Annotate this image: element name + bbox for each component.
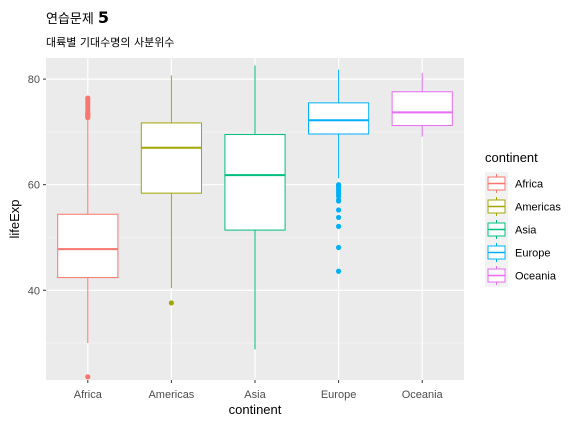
chart-title-number: 5 bbox=[97, 8, 109, 27]
box-africa bbox=[57, 213, 119, 279]
chart-title: 연습문제 5 bbox=[46, 8, 109, 27]
x-tick-label: Oceania bbox=[402, 389, 444, 401]
legend-label-europe: Europe bbox=[515, 248, 550, 260]
x-tick-label: Europe bbox=[321, 389, 356, 401]
outlier-europe bbox=[336, 207, 342, 213]
legend-label-americas: Americas bbox=[515, 202, 561, 214]
y-tick-label: 60 bbox=[28, 180, 40, 192]
outlier-europe bbox=[336, 197, 342, 203]
y-tick-label: 40 bbox=[28, 285, 40, 297]
legend: continent Africa Americas Asia Europe Oceani… bbox=[485, 150, 561, 287]
chart-subtitle: 대륙별 기대수명의 사분위수 bbox=[46, 36, 175, 49]
box-oceania bbox=[391, 91, 453, 127]
outlier-europe bbox=[336, 223, 342, 229]
outlier-americas bbox=[168, 300, 174, 306]
x-axis-label: continent bbox=[229, 402, 282, 417]
outlier-africa bbox=[85, 374, 91, 380]
chart-title-text: 연습문제 bbox=[46, 12, 94, 27]
outlier-europe bbox=[336, 268, 342, 274]
box-americas bbox=[140, 122, 202, 194]
legend-title: continent bbox=[485, 150, 538, 165]
y-axis-label: lifeExp bbox=[7, 199, 22, 238]
boxplot-series bbox=[57, 65, 453, 380]
outlier-europe bbox=[336, 214, 342, 221]
x-tick-label: Americas bbox=[148, 389, 194, 401]
box-asia bbox=[224, 134, 286, 231]
y-tick-label: 80 bbox=[28, 74, 40, 86]
outlier-europe bbox=[336, 182, 342, 188]
legend-label-asia: Asia bbox=[515, 225, 537, 237]
legend-label-africa: Africa bbox=[515, 179, 544, 191]
legend-label-oceania: Oceania bbox=[515, 271, 557, 283]
box-europe bbox=[308, 102, 370, 135]
outlier-africa bbox=[85, 95, 91, 101]
x-tick-label: Africa bbox=[74, 389, 103, 401]
axes: 40 60 80 Africa Americas Asia Europe Oceania bbox=[28, 74, 444, 401]
x-tick-label: Asia bbox=[244, 389, 266, 401]
outlier-europe bbox=[336, 244, 342, 251]
